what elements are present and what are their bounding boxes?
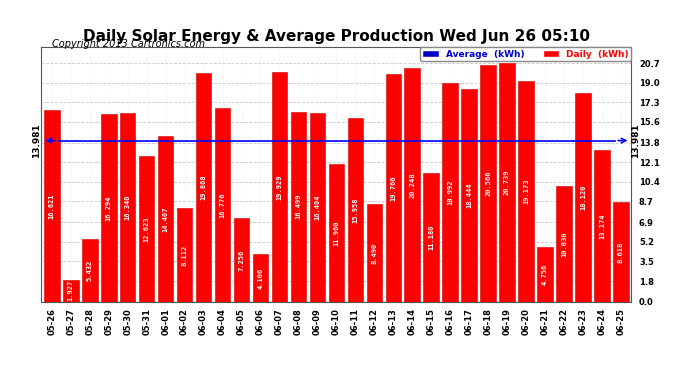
Bar (158, 136, 173, 302)
Text: Copyright 2013 Cartronics.com: Copyright 2013 Cartronics.com (52, 39, 205, 50)
Bar (538, 247, 553, 302)
Bar (424, 173, 439, 302)
Bar (177, 208, 193, 302)
Text: 19.868: 19.868 (201, 174, 206, 200)
Text: 16.776: 16.776 (219, 192, 226, 218)
Bar (480, 64, 496, 302)
Bar (366, 204, 382, 302)
Bar (234, 218, 249, 302)
Bar (404, 68, 420, 302)
Text: 16.621: 16.621 (49, 193, 55, 219)
Text: 20.566: 20.566 (485, 171, 491, 196)
Bar (556, 186, 572, 302)
Bar (328, 164, 344, 302)
Bar (348, 118, 363, 302)
Text: 8.112: 8.112 (181, 244, 188, 266)
Text: 16.340: 16.340 (125, 195, 130, 220)
Text: 1.927: 1.927 (68, 280, 74, 302)
Text: 15.958: 15.958 (353, 197, 358, 222)
Text: 10.030: 10.030 (561, 231, 567, 257)
Bar (215, 108, 230, 302)
Bar (442, 83, 458, 302)
Bar (44, 110, 59, 302)
Bar (120, 113, 135, 302)
Text: 11.180: 11.180 (428, 225, 434, 250)
Bar (386, 74, 401, 302)
Bar (500, 63, 515, 302)
Text: 13.174: 13.174 (599, 213, 605, 238)
Bar (82, 239, 97, 302)
Bar (310, 112, 325, 302)
Bar (196, 73, 211, 302)
Text: 13.981: 13.981 (631, 123, 640, 158)
Text: 8.490: 8.490 (371, 242, 377, 264)
Legend: Average  (kWh), Daily  (kWh): Average (kWh), Daily (kWh) (420, 47, 631, 61)
Text: 19.929: 19.929 (277, 174, 282, 200)
Text: 19.766: 19.766 (391, 175, 396, 201)
Text: 7.256: 7.256 (239, 249, 244, 271)
Bar (139, 156, 155, 302)
Text: 5.432: 5.432 (87, 260, 92, 281)
Bar (575, 93, 591, 302)
Text: 20.739: 20.739 (504, 170, 510, 195)
Text: 4.756: 4.756 (542, 264, 548, 285)
Bar (290, 111, 306, 302)
Bar (63, 280, 79, 302)
Text: 20.248: 20.248 (409, 172, 415, 198)
Bar (518, 81, 534, 302)
Bar (613, 202, 629, 302)
Text: 18.992: 18.992 (447, 180, 453, 205)
Text: 12.623: 12.623 (144, 216, 150, 242)
Text: 13.981: 13.981 (32, 123, 41, 158)
Text: 11.960: 11.960 (333, 220, 339, 246)
Text: 18.444: 18.444 (466, 183, 472, 208)
Text: 16.404: 16.404 (315, 195, 320, 220)
Bar (594, 150, 610, 302)
Text: 14.407: 14.407 (163, 206, 168, 231)
Title: Daily Solar Energy & Average Production Wed Jun 26 05:10: Daily Solar Energy & Average Production … (83, 29, 590, 44)
Bar (462, 89, 477, 302)
Bar (272, 72, 287, 302)
Bar (101, 114, 117, 302)
Text: 19.173: 19.173 (523, 178, 529, 204)
Text: 16.294: 16.294 (106, 195, 112, 220)
Text: 8.618: 8.618 (618, 242, 624, 263)
Bar (253, 255, 268, 302)
Text: 4.106: 4.106 (257, 267, 264, 289)
Text: 16.499: 16.499 (295, 194, 302, 219)
Text: 18.120: 18.120 (580, 184, 586, 210)
